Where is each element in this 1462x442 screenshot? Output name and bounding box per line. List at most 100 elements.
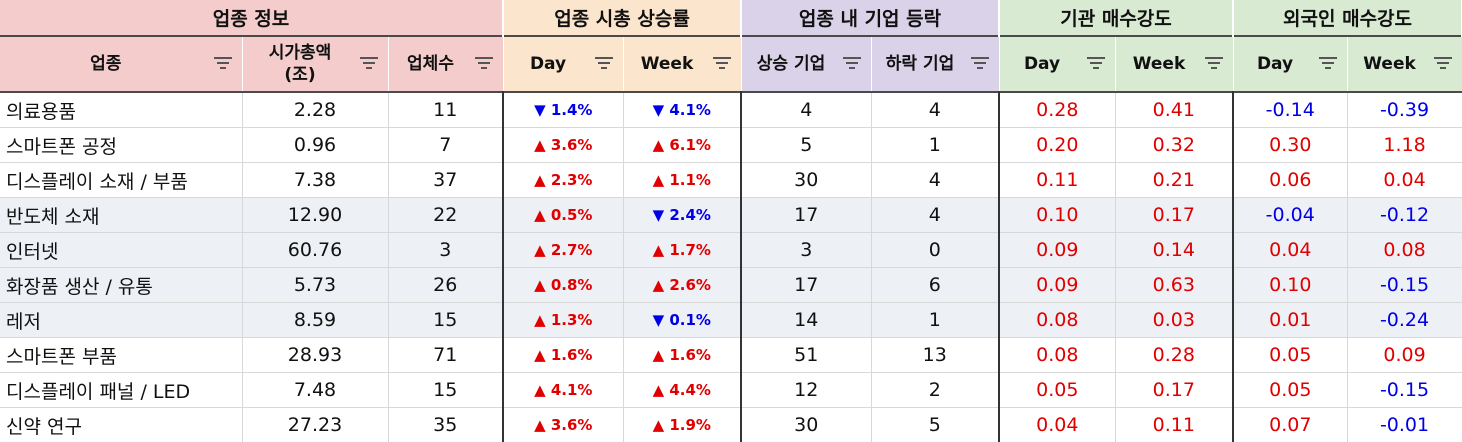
cell-count[interactable]: 11	[388, 92, 503, 128]
cell-foreign-week[interactable]: -0.15	[1347, 373, 1462, 408]
cell-count[interactable]: 15	[388, 373, 503, 408]
cell-rising[interactable]: 4	[741, 92, 871, 128]
filter-icon[interactable]	[1319, 57, 1337, 71]
cell-falling[interactable]: 0	[871, 233, 999, 268]
cell-day[interactable]: ▲ 1.6%	[503, 338, 623, 373]
cell-foreign-day[interactable]: -0.04	[1233, 198, 1347, 233]
cell-foreign-week[interactable]: 0.09	[1347, 338, 1462, 373]
cell-inst-day[interactable]: 0.09	[999, 268, 1115, 303]
cell-foreign-week[interactable]: 1.18	[1347, 128, 1462, 163]
cell-foreign-day[interactable]: -0.14	[1233, 92, 1347, 128]
cell-rising[interactable]: 3	[741, 233, 871, 268]
cell-falling[interactable]: 1	[871, 303, 999, 338]
cell-count[interactable]: 35	[388, 408, 503, 442]
filter-icon[interactable]	[713, 57, 731, 71]
cell-foreign-day[interactable]: 0.30	[1233, 128, 1347, 163]
cell-sector[interactable]: 신약 연구	[0, 408, 242, 442]
cell-week[interactable]: ▼ 0.1%	[623, 303, 741, 338]
cell-day[interactable]: ▲ 1.3%	[503, 303, 623, 338]
filter-icon[interactable]	[1434, 57, 1452, 71]
cell-foreign-week[interactable]: -0.01	[1347, 408, 1462, 442]
cell-inst-week[interactable]: 0.17	[1115, 373, 1233, 408]
cell-mcap[interactable]: 27.23	[242, 408, 388, 442]
cell-day[interactable]: ▲ 2.3%	[503, 163, 623, 198]
filter-icon[interactable]	[360, 57, 378, 71]
filter-icon[interactable]	[971, 57, 989, 71]
cell-count[interactable]: 37	[388, 163, 503, 198]
cell-foreign-day[interactable]: 0.05	[1233, 373, 1347, 408]
cell-foreign-week[interactable]: -0.15	[1347, 268, 1462, 303]
cell-rising[interactable]: 5	[741, 128, 871, 163]
cell-sector[interactable]: 반도체 소재	[0, 198, 242, 233]
cell-falling[interactable]: 6	[871, 268, 999, 303]
cell-day[interactable]: ▲ 0.8%	[503, 268, 623, 303]
cell-mcap[interactable]: 7.38	[242, 163, 388, 198]
cell-day[interactable]: ▲ 2.7%	[503, 233, 623, 268]
cell-falling[interactable]: 4	[871, 92, 999, 128]
filter-icon[interactable]	[1205, 57, 1223, 71]
cell-sector[interactable]: 디스플레이 소재 / 부품	[0, 163, 242, 198]
cell-mcap[interactable]: 0.96	[242, 128, 388, 163]
cell-day[interactable]: ▼ 1.4%	[503, 92, 623, 128]
cell-week[interactable]: ▲ 1.7%	[623, 233, 741, 268]
cell-inst-week[interactable]: 0.14	[1115, 233, 1233, 268]
filter-icon[interactable]	[475, 57, 493, 71]
filter-icon[interactable]	[843, 57, 861, 71]
cell-falling[interactable]: 13	[871, 338, 999, 373]
cell-foreign-week[interactable]: -0.39	[1347, 92, 1462, 128]
filter-icon[interactable]	[1087, 57, 1105, 71]
cell-sector[interactable]: 스마트폰 공정	[0, 128, 242, 163]
cell-falling[interactable]: 4	[871, 163, 999, 198]
cell-rising[interactable]: 14	[741, 303, 871, 338]
cell-foreign-day[interactable]: 0.05	[1233, 338, 1347, 373]
cell-inst-day[interactable]: 0.11	[999, 163, 1115, 198]
cell-inst-day[interactable]: 0.09	[999, 233, 1115, 268]
cell-count[interactable]: 26	[388, 268, 503, 303]
cell-mcap[interactable]: 28.93	[242, 338, 388, 373]
cell-rising[interactable]: 17	[741, 198, 871, 233]
cell-foreign-day[interactable]: 0.07	[1233, 408, 1347, 442]
cell-rising[interactable]: 12	[741, 373, 871, 408]
cell-rising[interactable]: 51	[741, 338, 871, 373]
cell-sector[interactable]: 의료용품	[0, 92, 242, 128]
cell-mcap[interactable]: 2.28	[242, 92, 388, 128]
cell-week[interactable]: ▲ 1.9%	[623, 408, 741, 442]
cell-rising[interactable]: 30	[741, 408, 871, 442]
cell-week[interactable]: ▲ 6.1%	[623, 128, 741, 163]
cell-day[interactable]: ▲ 3.6%	[503, 128, 623, 163]
cell-mcap[interactable]: 7.48	[242, 373, 388, 408]
cell-week[interactable]: ▼ 4.1%	[623, 92, 741, 128]
cell-week[interactable]: ▲ 1.6%	[623, 338, 741, 373]
cell-inst-day[interactable]: 0.28	[999, 92, 1115, 128]
cell-foreign-day[interactable]: 0.04	[1233, 233, 1347, 268]
cell-foreign-week[interactable]: 0.08	[1347, 233, 1462, 268]
cell-week[interactable]: ▲ 2.6%	[623, 268, 741, 303]
cell-inst-week[interactable]: 0.17	[1115, 198, 1233, 233]
cell-foreign-week[interactable]: 0.04	[1347, 163, 1462, 198]
cell-inst-day[interactable]: 0.10	[999, 198, 1115, 233]
cell-inst-week[interactable]: 0.63	[1115, 268, 1233, 303]
cell-inst-day[interactable]: 0.08	[999, 338, 1115, 373]
cell-inst-day[interactable]: 0.05	[999, 373, 1115, 408]
cell-count[interactable]: 3	[388, 233, 503, 268]
cell-mcap[interactable]: 12.90	[242, 198, 388, 233]
filter-icon[interactable]	[595, 57, 613, 71]
cell-inst-day[interactable]: 0.08	[999, 303, 1115, 338]
cell-sector[interactable]: 디스플레이 패널 / LED	[0, 373, 242, 408]
cell-mcap[interactable]: 8.59	[242, 303, 388, 338]
cell-sector[interactable]: 화장품 생산 / 유통	[0, 268, 242, 303]
cell-foreign-week[interactable]: -0.24	[1347, 303, 1462, 338]
cell-inst-week[interactable]: 0.41	[1115, 92, 1233, 128]
cell-falling[interactable]: 2	[871, 373, 999, 408]
cell-sector[interactable]: 레저	[0, 303, 242, 338]
cell-inst-week[interactable]: 0.03	[1115, 303, 1233, 338]
cell-inst-week[interactable]: 0.32	[1115, 128, 1233, 163]
cell-day[interactable]: ▲ 0.5%	[503, 198, 623, 233]
cell-falling[interactable]: 5	[871, 408, 999, 442]
cell-mcap[interactable]: 60.76	[242, 233, 388, 268]
cell-falling[interactable]: 4	[871, 198, 999, 233]
cell-rising[interactable]: 30	[741, 163, 871, 198]
cell-inst-week[interactable]: 0.21	[1115, 163, 1233, 198]
cell-count[interactable]: 71	[388, 338, 503, 373]
cell-day[interactable]: ▲ 4.1%	[503, 373, 623, 408]
